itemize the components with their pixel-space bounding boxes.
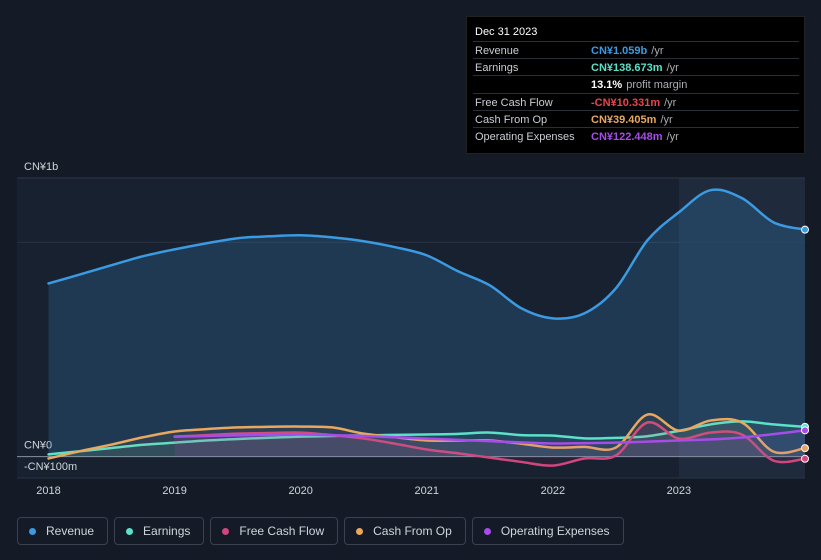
legend-dot xyxy=(222,527,230,535)
tooltip-row: Earnings CN¥138.673m/yr xyxy=(473,58,799,76)
end-point xyxy=(801,444,809,453)
tooltip-label: Cash From Op xyxy=(475,113,548,126)
legend-item[interactable]: Free Cash Flow xyxy=(210,517,339,545)
tooltip-row: Revenue CN¥1.059b/yr xyxy=(473,41,799,59)
tooltip-number: CN¥1.059b xyxy=(591,45,648,57)
y-tick-label: -CN¥100m xyxy=(24,461,77,473)
end-point xyxy=(801,225,809,234)
series-line xyxy=(47,413,807,460)
legend-dot xyxy=(356,527,364,535)
tooltip-number: 13.1% xyxy=(591,79,623,92)
legend-label: Operating Expenses xyxy=(500,524,610,538)
tooltip-suffix: /yr xyxy=(651,45,664,57)
series-area xyxy=(48,189,805,457)
tooltip-suffix: /yr xyxy=(666,131,679,143)
tooltip-date: Dec 31 2023 xyxy=(475,26,538,38)
tooltip-row: Free Cash Flow -CN¥10.331m/yr xyxy=(473,92,799,111)
legend-label: Revenue xyxy=(46,524,95,538)
tooltip-value: CN¥1.059b/yr xyxy=(591,45,664,57)
tooltip-value: -CN¥10.331m/yr xyxy=(591,97,676,109)
x-tick-label: 2019 xyxy=(162,485,186,497)
series-line xyxy=(47,188,807,320)
series-area xyxy=(48,414,805,459)
tooltip-suffix: profit margin xyxy=(626,79,688,92)
series-area xyxy=(174,422,806,466)
tooltip-label: Free Cash Flow xyxy=(475,96,553,109)
hover-band xyxy=(679,178,805,478)
tooltip-number: CN¥138.673m xyxy=(591,62,663,75)
y-tick-label: CN¥0 xyxy=(24,439,52,451)
x-tick-label: 2021 xyxy=(415,485,439,497)
legend-label: Earnings xyxy=(143,524,191,538)
legend-label: Cash From Op xyxy=(373,524,452,538)
series-line xyxy=(173,421,807,467)
legend-dot xyxy=(29,527,36,535)
tooltip-label: Earnings xyxy=(475,62,519,75)
series-area xyxy=(174,430,806,457)
tooltip-row: 13.1% profit margin xyxy=(473,75,799,93)
series-line xyxy=(173,429,807,445)
x-tick-label: 2023 xyxy=(667,485,691,497)
legend: Revenue Earnings Free Cash Flow Cash From O… xyxy=(17,517,624,545)
x-tick-label: 2018 xyxy=(36,485,60,497)
tooltip-label: Operating Expenses xyxy=(475,131,575,143)
tooltip-number: CN¥122.448m xyxy=(591,131,663,143)
legend-item[interactable]: Operating Expenses xyxy=(471,517,624,545)
tooltip-row: Operating Expenses CN¥122.448m/yr xyxy=(473,127,799,145)
tooltip-value: CN¥138.673m/yr xyxy=(591,62,679,74)
tooltip-suffix: /yr xyxy=(666,62,679,75)
end-point xyxy=(801,426,809,435)
tooltip-value: CN¥39.405m/yr xyxy=(591,114,673,126)
tooltip-label: Revenue xyxy=(475,45,520,57)
tooltip-suffix: /yr xyxy=(664,96,677,109)
y-tick-label: CN¥1b xyxy=(24,161,58,173)
tooltip: Dec 31 2023 Revenue CN¥1.059b/yr Earnings C… xyxy=(466,16,805,154)
chart: CN¥1b CN¥0 -CN¥100m 2018 2019 2020 2021 2022 202… xyxy=(17,161,809,497)
tooltip-suffix: /yr xyxy=(660,113,673,126)
tooltip-value: 13.1% profit margin xyxy=(591,79,687,91)
x-tick-label: 2022 xyxy=(541,485,565,497)
x-tick-label: 2020 xyxy=(288,485,312,497)
legend-dot xyxy=(483,527,491,535)
legend-item[interactable]: Earnings xyxy=(114,517,205,545)
end-point xyxy=(801,454,809,463)
tooltip-number: CN¥39.405m xyxy=(591,113,657,126)
legend-item[interactable]: Cash From Op xyxy=(344,517,466,545)
legend-label: Free Cash Flow xyxy=(239,524,325,538)
tooltip-number: -CN¥10.331m xyxy=(591,96,661,109)
tooltip-value: CN¥122.448m/yr xyxy=(591,131,679,143)
legend-dot xyxy=(126,527,134,535)
legend-item[interactable]: Revenue xyxy=(17,517,109,545)
tooltip-row: Cash From Op CN¥39.405m/yr xyxy=(473,109,799,128)
